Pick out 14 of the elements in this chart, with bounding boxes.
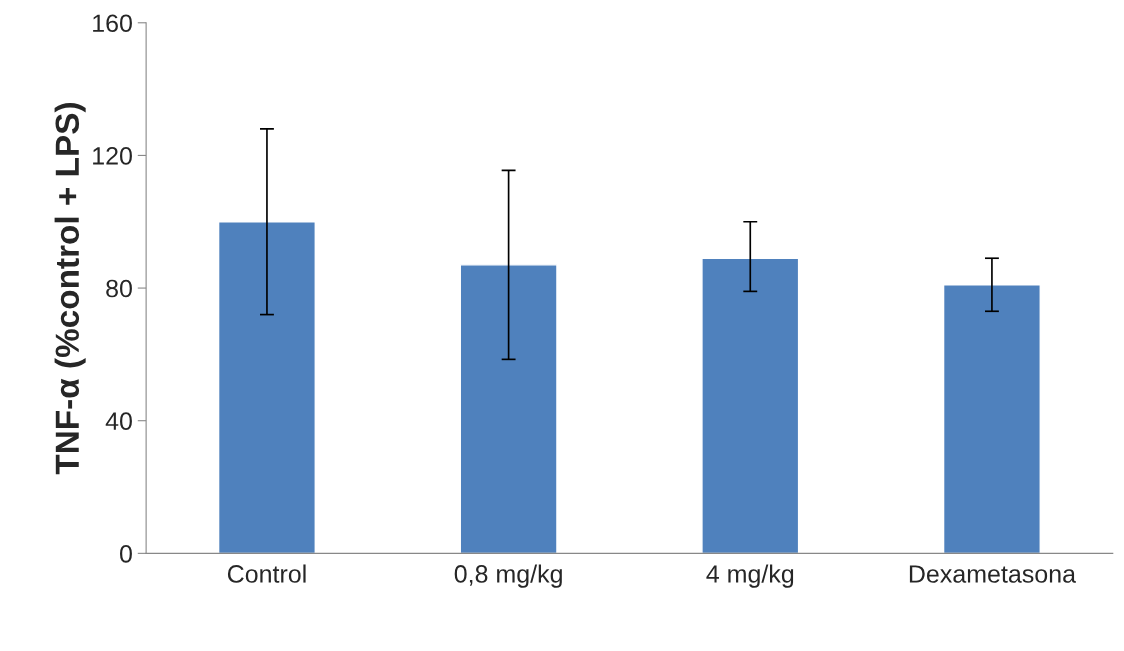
x-tick-label: 0,8 mg/kg (454, 564, 562, 588)
bar (217, 221, 316, 554)
y-tick-label: 120 (93, 147, 132, 165)
x-tick-label: 4 mg/kg (706, 564, 794, 588)
y-tick-label: 40 (105, 412, 132, 431)
x-tick-label: Control (227, 564, 306, 583)
y-axis-title: TNF-α (%control + LPS) (54, 103, 86, 475)
bar (459, 264, 558, 554)
y-tick-label: 0 (120, 544, 132, 563)
y-tick-label: 160 (93, 14, 132, 33)
bar (701, 257, 800, 554)
bar (942, 284, 1041, 554)
y-tick-label: 80 (106, 279, 132, 298)
x-tick-label: Dexametasona (909, 565, 1077, 583)
